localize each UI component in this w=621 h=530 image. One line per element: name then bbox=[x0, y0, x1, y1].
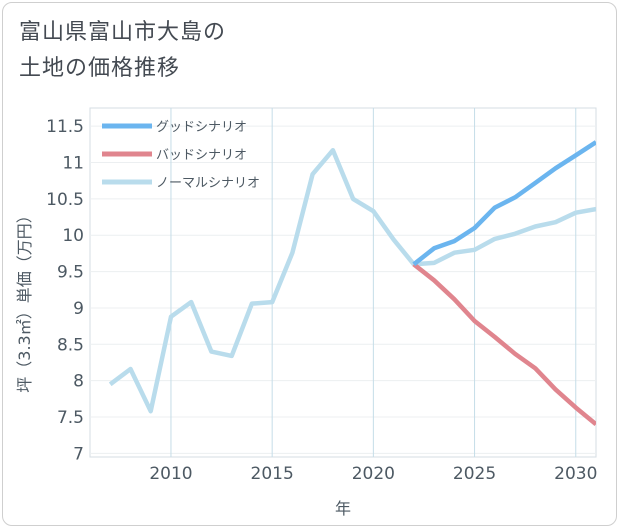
y-axis-ticks: 7 7.5 8 8.5 9 9.5 10 10.5 11 11.5 bbox=[46, 117, 84, 464]
legend-label-1: バッドシナリオ bbox=[156, 148, 247, 163]
y-tick-label: 7.5 bbox=[57, 408, 84, 428]
series-lines bbox=[108, 140, 596, 427]
x-axis-title: 年 bbox=[335, 499, 351, 518]
x-tick-label: 2015 bbox=[251, 464, 294, 484]
y-tick-label: 10.5 bbox=[46, 190, 84, 210]
y-tick-label: 9 bbox=[73, 299, 84, 319]
chart-title-line-1: 富山県富山市大島の bbox=[19, 20, 227, 45]
legend-label-2: ノーマルシナリオ bbox=[156, 176, 260, 191]
y-tick-label: 11.5 bbox=[46, 117, 84, 137]
x-axis-ticks: 2010 2015 2020 2025 2030 bbox=[149, 464, 597, 484]
x-tick-label: 2010 bbox=[149, 464, 192, 484]
series-line-0 bbox=[412, 140, 596, 267]
legend-label-0: グッドシナリオ bbox=[156, 120, 247, 135]
y-tick-label: 8.5 bbox=[57, 335, 84, 355]
series-line-2 bbox=[108, 147, 596, 414]
y-tick-label: 8 bbox=[73, 372, 84, 392]
gridlines bbox=[90, 108, 596, 457]
chart-title: 富山県富山市大島の 土地の価格推移 bbox=[19, 15, 226, 87]
x-tick-label: 2030 bbox=[554, 464, 597, 484]
y-tick-label: 7 bbox=[73, 444, 84, 464]
x-tick-label: 2020 bbox=[352, 464, 395, 484]
chart-title-line-2: 土地の価格推移 bbox=[19, 56, 181, 81]
x-tick-label: 2025 bbox=[453, 464, 496, 484]
plot-area bbox=[89, 107, 597, 458]
series-line-1 bbox=[412, 262, 596, 427]
y-axis-title: 坪（3.3㎡）単価（万円） bbox=[15, 207, 34, 392]
y-tick-label: 11 bbox=[62, 154, 84, 174]
y-tick-label: 9.5 bbox=[57, 263, 84, 283]
y-tick-label: 10 bbox=[62, 226, 84, 246]
